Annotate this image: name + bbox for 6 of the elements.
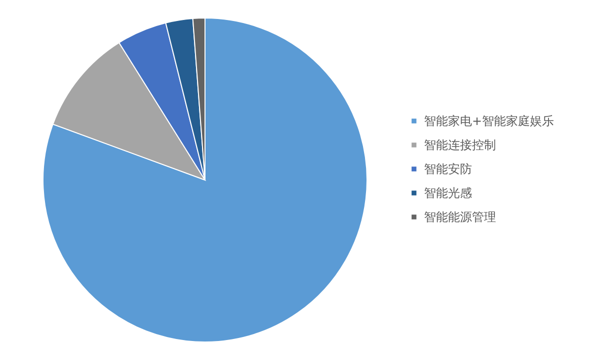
legend-label: 智能安防: [424, 162, 472, 176]
pie-slice: [42, 18, 368, 342]
legend-label: 智能连接控制: [424, 138, 496, 152]
legend-label: 智能能源管理: [424, 210, 496, 224]
legend-label: 智能家电+智能家庭娱乐: [424, 114, 554, 128]
legend-label: 智能光感: [424, 186, 472, 200]
